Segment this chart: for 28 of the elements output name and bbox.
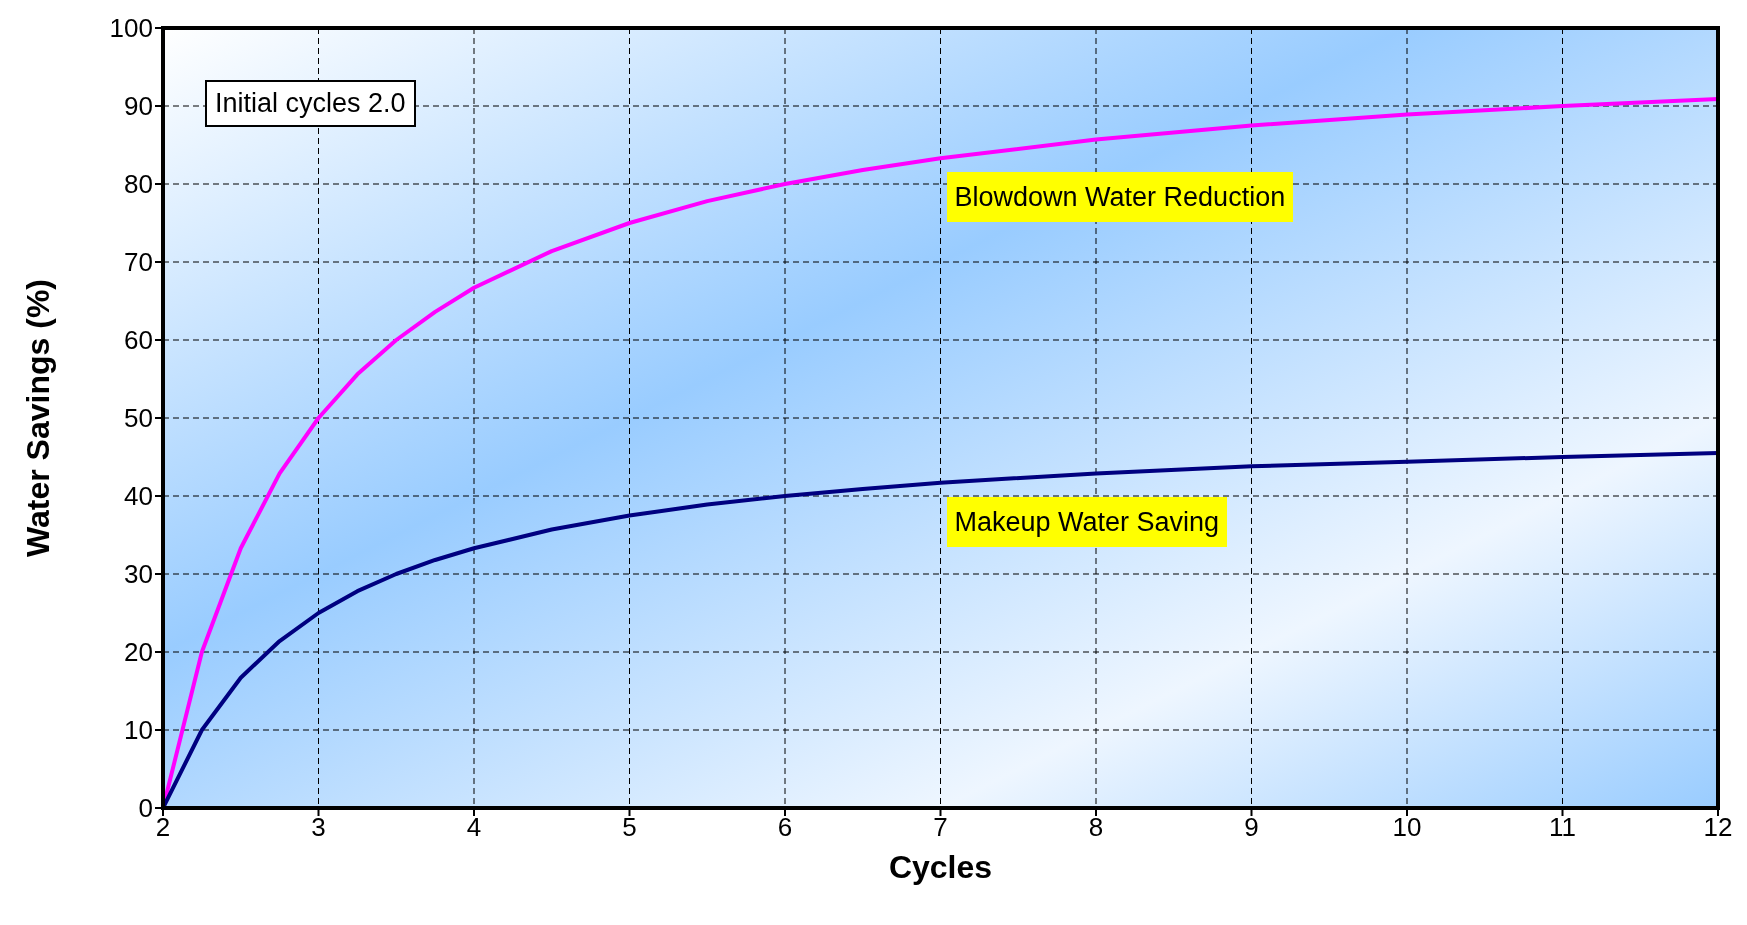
y-tick-label: 70 bbox=[124, 247, 153, 278]
annotation: Initial cycles 2.0 bbox=[205, 80, 416, 127]
y-tick-label: 80 bbox=[124, 169, 153, 200]
series-label: Blowdown Water Reduction bbox=[946, 172, 1294, 223]
x-tick-label: 8 bbox=[1088, 812, 1104, 843]
x-tick-label: 3 bbox=[311, 812, 326, 843]
x-tick-label: 11 bbox=[1549, 812, 1576, 843]
y-tick-label: 90 bbox=[124, 91, 153, 122]
y-axis-title: Water Savings (%) bbox=[20, 279, 57, 557]
y-tick-label: 0 bbox=[138, 793, 153, 824]
x-tick-label: 10 bbox=[1392, 812, 1422, 843]
y-tick-label: 50 bbox=[124, 403, 153, 434]
y-tick-label: 100 bbox=[109, 13, 153, 44]
series-label: Makeup Water Saving bbox=[946, 496, 1228, 547]
y-tick-label: 40 bbox=[124, 481, 153, 512]
x-tick-label: 12 bbox=[1703, 812, 1733, 843]
x-tick-label: 2 bbox=[155, 812, 171, 843]
x-tick-label: 9 bbox=[1244, 812, 1259, 843]
x-tick-label: 7 bbox=[933, 812, 948, 843]
line-series bbox=[163, 451, 1718, 808]
x-tick-label: 6 bbox=[777, 812, 793, 843]
x-axis-title: Cycles bbox=[888, 849, 993, 885]
x-tick-label: 5 bbox=[622, 812, 637, 843]
y-tick-label: 10 bbox=[124, 715, 153, 746]
y-tick-label: 20 bbox=[124, 637, 153, 668]
x-tick-label: 4 bbox=[466, 812, 482, 843]
y-tick-label: 60 bbox=[124, 325, 153, 356]
y-tick-label: 30 bbox=[124, 559, 153, 590]
